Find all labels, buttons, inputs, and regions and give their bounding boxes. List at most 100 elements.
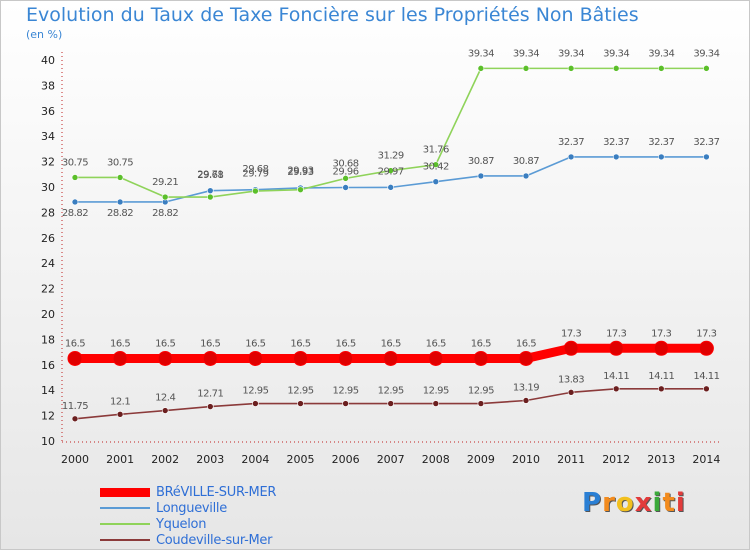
data-point <box>247 350 263 366</box>
data-point <box>608 340 624 356</box>
data-point <box>477 400 485 407</box>
data-label: 16.5 <box>110 338 130 349</box>
data-label: 29.93 <box>287 166 313 177</box>
legend-swatch <box>100 523 150 525</box>
data-label: 28.82 <box>107 208 133 219</box>
data-label: 29.21 <box>152 177 178 188</box>
data-point <box>563 340 579 356</box>
y-tick-label: 10 <box>41 435 55 448</box>
data-label: 16.5 <box>290 338 310 349</box>
data-point <box>567 389 575 396</box>
data-label: 32.37 <box>648 137 674 148</box>
data-point <box>657 385 665 393</box>
y-tick-label: 26 <box>41 232 55 245</box>
data-label: 29.97 <box>378 166 404 177</box>
chart-title: Evolution du Taux de Taxe Foncière sur l… <box>26 4 639 26</box>
data-label: 29.93 <box>287 167 313 178</box>
y-tick-label: 20 <box>41 308 55 321</box>
legend-swatch <box>100 487 150 497</box>
data-label: 31.76 <box>423 145 449 156</box>
data-point <box>567 65 575 72</box>
data-point <box>252 400 259 407</box>
x-tick-label: 2003 <box>196 453 224 466</box>
data-label: 12.95 <box>423 386 449 397</box>
data-point <box>297 400 304 407</box>
data-point <box>612 65 620 72</box>
data-point <box>112 350 128 366</box>
data-point <box>297 186 304 193</box>
data-point <box>293 350 308 366</box>
data-point <box>338 350 354 366</box>
data-point <box>207 403 214 410</box>
y-tick-label: 38 <box>41 79 55 92</box>
data-label: 39.34 <box>603 48 629 59</box>
data-point <box>657 65 665 72</box>
x-tick-label: 2000 <box>61 453 89 466</box>
logo-letter: t <box>662 488 676 518</box>
data-point <box>432 161 440 168</box>
x-tick-label: 2013 <box>647 453 675 466</box>
data-point <box>387 184 395 191</box>
data-label: 29.68 <box>197 170 223 181</box>
data-label: 12.95 <box>287 386 313 397</box>
y-tick-label: 14 <box>41 384 55 397</box>
data-label: 12.4 <box>155 393 175 404</box>
data-label: 30.68 <box>333 158 359 169</box>
data-point <box>202 350 218 366</box>
data-label: 14.11 <box>648 371 674 382</box>
legend-item: Longueville <box>100 500 276 516</box>
x-tick-label: 2007 <box>377 453 405 466</box>
data-label: 28.82 <box>152 208 178 219</box>
data-label: 28.82 <box>62 208 88 219</box>
data-label: 30.87 <box>468 156 494 167</box>
data-point <box>116 198 124 206</box>
data-label: 39.34 <box>513 48 539 59</box>
data-label: 30.42 <box>423 162 449 173</box>
data-label: 39.34 <box>558 48 584 59</box>
data-label: 16.5 <box>155 338 175 349</box>
logo-letter: x <box>634 488 653 518</box>
x-tick-label: 2008 <box>422 453 450 466</box>
data-label: 31.29 <box>378 151 404 162</box>
data-point <box>116 411 124 418</box>
data-label: 39.34 <box>693 48 719 59</box>
data-point <box>342 184 349 191</box>
legend-label: Coudeville-sur-Mer <box>156 532 273 548</box>
data-point <box>252 187 259 195</box>
data-label: 16.5 <box>200 338 220 349</box>
data-label: 12.95 <box>333 386 359 397</box>
legend-swatch <box>100 539 150 541</box>
y-tick-label: 28 <box>41 206 55 219</box>
data-label: 39.34 <box>648 48 674 59</box>
data-label: 16.5 <box>426 338 446 349</box>
logo-letter: o <box>615 488 635 518</box>
y-tick-label: 30 <box>41 181 55 194</box>
x-tick-label: 2006 <box>332 453 360 466</box>
y-tick-label: 16 <box>41 359 55 372</box>
data-point <box>657 153 665 161</box>
data-label: 16.5 <box>245 338 265 349</box>
data-label: 12.95 <box>378 386 404 397</box>
legend-label: Longueville <box>156 500 227 516</box>
data-label: 30.87 <box>513 156 539 167</box>
data-point <box>703 385 710 393</box>
logo-letter: r <box>602 488 616 518</box>
y-tick-label: 32 <box>41 156 55 169</box>
logo-letter: i <box>652 488 663 518</box>
data-label: 17.3 <box>606 328 626 339</box>
y-tick-label: 40 <box>41 54 55 67</box>
data-point <box>432 178 440 185</box>
y-tick-label: 24 <box>41 257 55 270</box>
data-point <box>522 65 530 72</box>
data-point <box>518 350 534 366</box>
x-tick-label: 2005 <box>287 453 315 466</box>
data-label: 30.75 <box>62 157 88 168</box>
data-point <box>67 350 83 366</box>
legend-swatch <box>100 507 150 509</box>
y-tick-label: 36 <box>41 105 55 118</box>
legend-label: BRéVILLE-SUR-MER <box>156 484 277 500</box>
data-label: 12.95 <box>468 386 494 397</box>
data-point <box>157 350 173 366</box>
